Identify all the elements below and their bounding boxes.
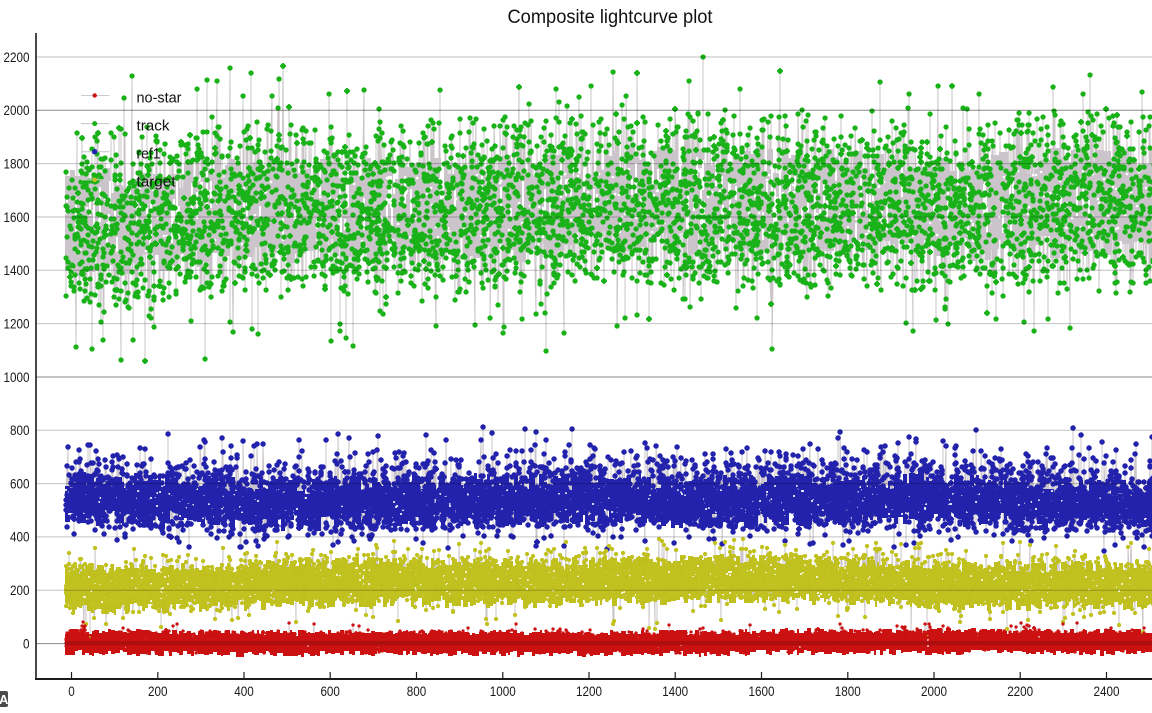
svg-text:A: A <box>0 692 9 707</box>
svg-text:ref1: ref1 <box>137 146 161 163</box>
svg-text:2000: 2000 <box>4 103 30 118</box>
svg-text:Composite lightcurve plot: Composite lightcurve plot <box>508 6 714 28</box>
svg-text:0: 0 <box>23 636 30 651</box>
svg-text:600: 600 <box>10 476 30 491</box>
svg-text:2400: 2400 <box>1094 684 1120 699</box>
svg-text:400: 400 <box>234 684 254 699</box>
svg-text:800: 800 <box>10 423 30 438</box>
svg-text:1000: 1000 <box>4 370 30 385</box>
svg-text:200: 200 <box>148 684 168 699</box>
svg-text:2000: 2000 <box>921 684 947 699</box>
svg-text:400: 400 <box>10 530 30 545</box>
svg-text:1600: 1600 <box>4 210 30 225</box>
svg-text:1800: 1800 <box>835 684 861 699</box>
svg-text:no-star: no-star <box>137 89 182 106</box>
svg-text:0: 0 <box>68 684 75 699</box>
svg-text:2200: 2200 <box>4 50 30 65</box>
svg-text:1000: 1000 <box>490 684 516 699</box>
svg-text:200: 200 <box>10 583 30 598</box>
svg-text:1200: 1200 <box>576 684 602 699</box>
svg-text:target: target <box>137 174 177 191</box>
svg-text:1800: 1800 <box>4 156 30 171</box>
svg-text:1400: 1400 <box>4 263 30 278</box>
svg-text:800: 800 <box>407 684 427 699</box>
svg-text:1400: 1400 <box>662 684 688 699</box>
svg-text:1600: 1600 <box>749 684 775 699</box>
svg-text:600: 600 <box>320 684 340 699</box>
svg-text:1200: 1200 <box>4 316 30 331</box>
svg-text:track: track <box>137 117 170 134</box>
svg-text:2200: 2200 <box>1007 684 1033 699</box>
